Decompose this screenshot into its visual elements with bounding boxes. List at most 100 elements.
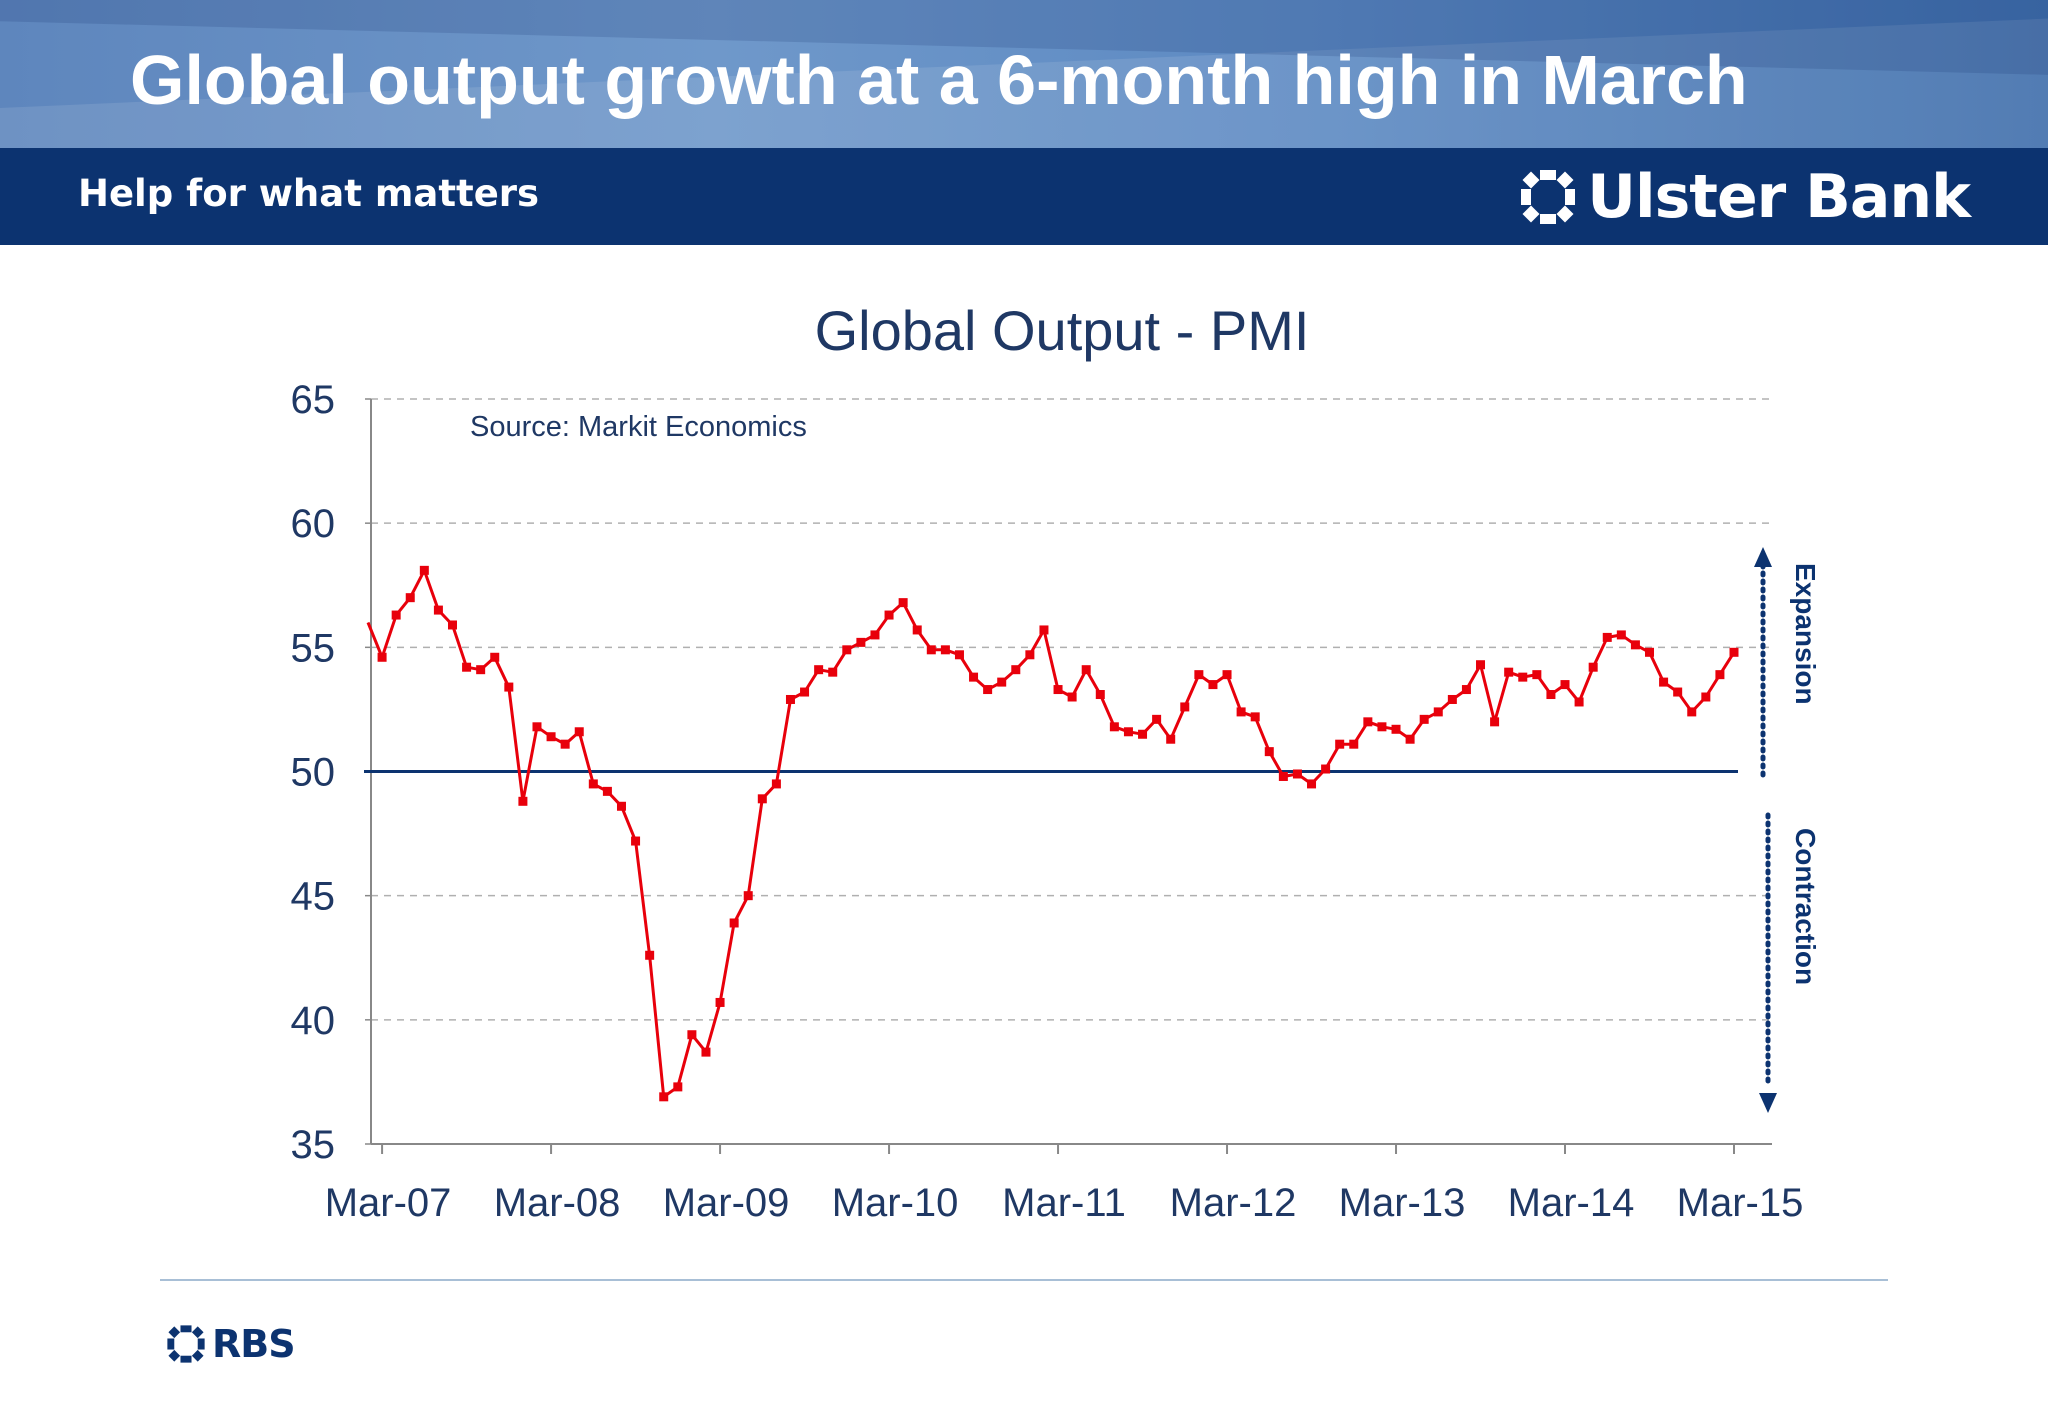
data-point <box>1377 722 1387 732</box>
data-point <box>560 739 570 749</box>
data-point <box>1123 727 1133 737</box>
data-point <box>884 610 894 620</box>
data-point <box>814 665 824 675</box>
x-tick-label: Mar-07 <box>325 1181 452 1225</box>
data-point <box>1405 734 1415 744</box>
data-point <box>588 779 598 789</box>
data-point <box>1504 667 1514 677</box>
data-point <box>1560 680 1570 690</box>
data-point <box>1208 680 1218 690</box>
data-point <box>1687 707 1697 717</box>
data-point <box>1278 771 1288 781</box>
brand-name: Ulster Bank <box>1587 162 1971 232</box>
data-point <box>1715 670 1725 680</box>
data-point <box>1039 625 1049 635</box>
data-point <box>856 637 866 647</box>
y-tick-label: 45 <box>291 875 336 919</box>
data-point <box>1152 714 1162 724</box>
axes: 35 40 45 50 55 60 65 Mar-07 Mar-08 Mar-09 Mar-10 Ma… <box>291 378 1804 1225</box>
contraction-label: Contraction <box>1790 828 1821 985</box>
data-point <box>1307 779 1317 789</box>
grid-lines <box>371 398 1772 1021</box>
data-point <box>1616 630 1626 640</box>
data-point <box>1321 764 1331 774</box>
data-point <box>1588 662 1598 672</box>
footer-brand: RBS <box>212 1322 296 1366</box>
footer-rule <box>160 1279 1888 1281</box>
daisy-wheel-icon <box>1521 170 1576 224</box>
x-tick-label: Mar-15 <box>1677 1181 1804 1225</box>
data-point <box>1546 690 1556 700</box>
data-point <box>1180 702 1190 712</box>
data-point <box>701 1047 711 1057</box>
series-global-output <box>366 565 1739 1102</box>
x-tick-label: Mar-08 <box>494 1181 621 1225</box>
data-point <box>476 665 486 675</box>
data-point <box>1236 707 1246 717</box>
data-point <box>1532 670 1542 680</box>
data-point <box>1335 739 1345 749</box>
data-point <box>1081 665 1091 675</box>
brand-bar: Help for what matters Ulster Bank <box>0 148 2048 245</box>
data-point <box>462 662 472 672</box>
data-point <box>1659 677 1669 687</box>
data-point <box>419 565 429 575</box>
data-point <box>1433 707 1443 717</box>
x-tick-label: Mar-09 <box>663 1181 790 1225</box>
data-point <box>1363 717 1373 727</box>
pmi-chart: Global Output - PMI Source: Markit Econo… <box>291 299 1822 1225</box>
data-point <box>940 645 950 655</box>
expansion-label: Expansion <box>1790 563 1821 705</box>
data-point <box>1264 747 1274 757</box>
data-point <box>1630 640 1640 650</box>
data-point <box>1602 632 1612 642</box>
series-line <box>366 568 1736 1099</box>
y-tick-label: 50 <box>291 751 336 795</box>
data-point <box>616 801 626 811</box>
data-point <box>715 997 725 1007</box>
rbs-logo: RBS <box>166 1322 296 1366</box>
data-point <box>1292 769 1302 779</box>
x-tick-label: Mar-11 <box>1002 1181 1126 1225</box>
data-point <box>1490 717 1500 727</box>
data-point <box>546 732 556 742</box>
data-point <box>1461 685 1471 695</box>
data-point <box>983 685 993 695</box>
data-point <box>1447 694 1457 704</box>
data-point <box>405 593 415 603</box>
expansion-contraction-annotations: Expansion Contraction <box>1754 547 1821 1113</box>
x-tick-label: Mar-10 <box>832 1181 959 1225</box>
data-point <box>1109 722 1119 732</box>
data-point <box>1574 697 1584 707</box>
data-point <box>1673 687 1683 697</box>
data-point <box>1250 712 1260 722</box>
expansion-arrow-head <box>1754 547 1772 567</box>
slide-title: Global output growth at a 6-month high i… <box>130 41 1748 119</box>
data-point <box>1349 739 1359 749</box>
data-point <box>1067 692 1077 702</box>
data-point <box>1476 660 1486 670</box>
y-tick-label: 55 <box>291 626 336 670</box>
tagline: Help for what matters <box>78 172 540 215</box>
data-point <box>1518 672 1528 682</box>
data-point <box>1053 685 1063 695</box>
y-tick-label: 35 <box>291 1123 336 1167</box>
data-point <box>659 1092 669 1102</box>
data-point <box>687 1030 697 1040</box>
title-band: Global output growth at a 6-month high i… <box>0 0 2048 148</box>
data-point <box>828 667 838 677</box>
data-point <box>532 722 542 732</box>
data-point <box>447 620 457 630</box>
data-point <box>1729 647 1739 657</box>
data-point <box>1011 665 1021 675</box>
chart-title: Global Output - PMI <box>815 299 1310 362</box>
data-point <box>1194 670 1204 680</box>
data-point <box>574 727 584 737</box>
data-point <box>743 891 753 901</box>
data-point <box>729 918 739 928</box>
data-point <box>377 652 387 662</box>
contraction-arrow-head <box>1759 1093 1777 1113</box>
data-point <box>1419 714 1429 724</box>
data-point <box>518 796 528 806</box>
data-point <box>673 1082 683 1092</box>
